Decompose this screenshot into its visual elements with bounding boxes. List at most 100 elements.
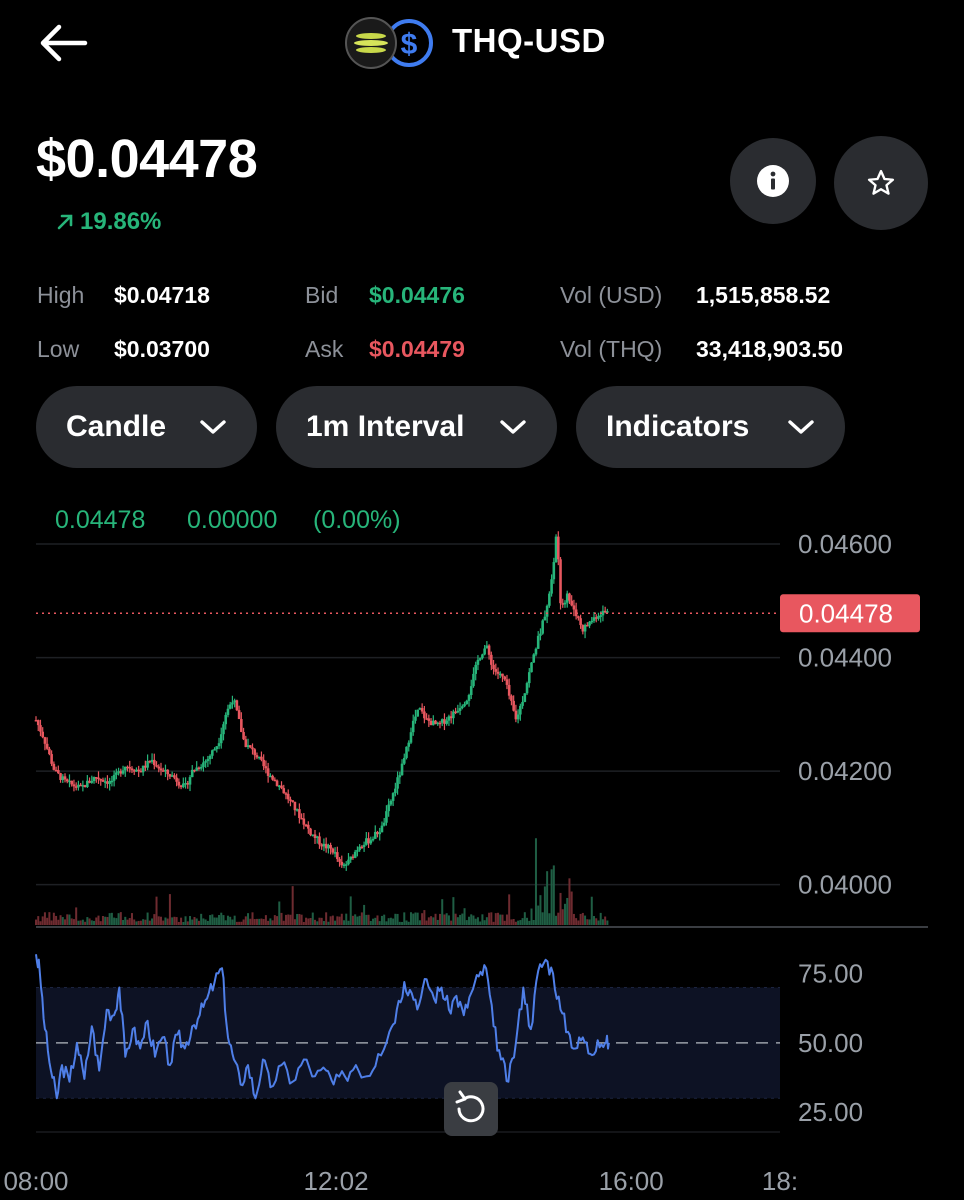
vol-usd-value: 1,515,858.52 (696, 282, 831, 308)
candle-body (492, 664, 495, 670)
favorite-button[interactable] (834, 136, 928, 230)
arrow-up-right-icon (57, 214, 73, 230)
candle-body (97, 777, 100, 780)
volume-bar (244, 916, 247, 925)
volume-bar (284, 914, 287, 925)
volume-bar (597, 920, 600, 925)
candle-body (583, 625, 587, 632)
volume-bar (443, 914, 446, 925)
volume-bar (255, 918, 258, 925)
candle-body (353, 851, 357, 858)
candle-body (135, 769, 138, 772)
candle-body (132, 770, 136, 772)
price-chart[interactable]: 0.04478 0.00000 (0.00%) 0.046000.044000.… (0, 490, 964, 1200)
readout-change-pct: (0.00%) (313, 506, 401, 534)
candle-body (262, 759, 265, 767)
candle-body (257, 756, 261, 759)
volume-bar (548, 913, 551, 925)
time-tick-label: 18: (762, 1166, 798, 1196)
candle-body (83, 785, 87, 787)
candle-body (396, 777, 399, 789)
candle-body (501, 673, 504, 677)
volume-bar (276, 916, 279, 925)
svg-text:$: $ (401, 28, 418, 61)
volume-bar (191, 919, 194, 925)
low-value: $0.03700 (114, 336, 210, 362)
candle-body (378, 832, 382, 835)
candle-body (224, 714, 228, 725)
volume-bar (505, 914, 508, 925)
candle-body (478, 658, 482, 660)
candle-body (150, 759, 154, 762)
candle-body (534, 648, 538, 655)
volume-bar (195, 918, 198, 925)
volume-bar (77, 920, 80, 925)
volume-bar (405, 920, 408, 925)
volume-bar (508, 894, 511, 925)
candle-body (365, 838, 368, 845)
volume-bar (338, 916, 341, 925)
back-button[interactable] (30, 18, 96, 68)
volume-bar (309, 918, 312, 925)
candle-body (496, 671, 500, 674)
candle-body (331, 848, 335, 853)
volume-bar (401, 921, 404, 925)
volume-bar (320, 917, 323, 925)
price-tick-label: 0.04200 (798, 756, 892, 786)
candle-body (54, 769, 58, 772)
chart-type-dropdown[interactable]: Candle (36, 386, 257, 468)
candle-body (425, 718, 428, 720)
volume-bar (369, 920, 372, 925)
volume-bar (327, 921, 330, 925)
candle-body (110, 780, 114, 783)
volume-bar (441, 899, 444, 925)
volume-bar (110, 912, 113, 925)
candle-body (108, 780, 111, 784)
interval-dropdown[interactable]: 1m Interval (276, 386, 557, 468)
candle-body (601, 610, 605, 616)
reset-chart-button[interactable] (444, 1082, 498, 1136)
volume-bar (251, 912, 254, 925)
volume-bar (180, 917, 183, 925)
candle-body (206, 759, 210, 762)
volume-bar (88, 918, 91, 925)
volume-bar (66, 914, 69, 925)
candle-body (367, 838, 370, 844)
volume-bar (79, 920, 82, 925)
volume-bar (537, 905, 540, 925)
volume-bar (197, 920, 200, 925)
candle-body (77, 784, 80, 788)
volume-bar (139, 920, 142, 925)
candle-body (427, 718, 431, 721)
volume-bar (581, 912, 584, 925)
candle-body (90, 781, 94, 783)
info-button[interactable] (730, 138, 816, 224)
volume-bar (209, 915, 212, 925)
candle-body (494, 669, 498, 672)
volume-bar (530, 908, 533, 925)
volume-bar (351, 915, 354, 925)
price-change-percent: 19.86% (80, 208, 162, 235)
volume-bar (305, 917, 308, 925)
candle-body (255, 755, 259, 758)
volume-bar (142, 919, 145, 925)
volume-bar (97, 915, 100, 925)
volume-bar (316, 921, 319, 925)
candle-body (409, 732, 413, 743)
volume-bar (468, 916, 471, 925)
candle-body (115, 772, 118, 775)
candle-body (356, 850, 359, 852)
candle-body (36, 720, 40, 726)
volume-bar (247, 913, 250, 925)
candle-body (351, 856, 355, 859)
candle-body (436, 722, 440, 725)
candle-body (190, 769, 194, 778)
candle-body (57, 770, 60, 774)
time-tick-label: 16:00 (599, 1166, 664, 1196)
volume-bar (84, 921, 87, 925)
rsi-tick-label: 50.00 (798, 1028, 863, 1058)
candle-body (507, 684, 511, 696)
indicators-dropdown[interactable]: Indicators (576, 386, 845, 468)
volume-bar (166, 918, 169, 925)
candle-body (523, 693, 527, 702)
